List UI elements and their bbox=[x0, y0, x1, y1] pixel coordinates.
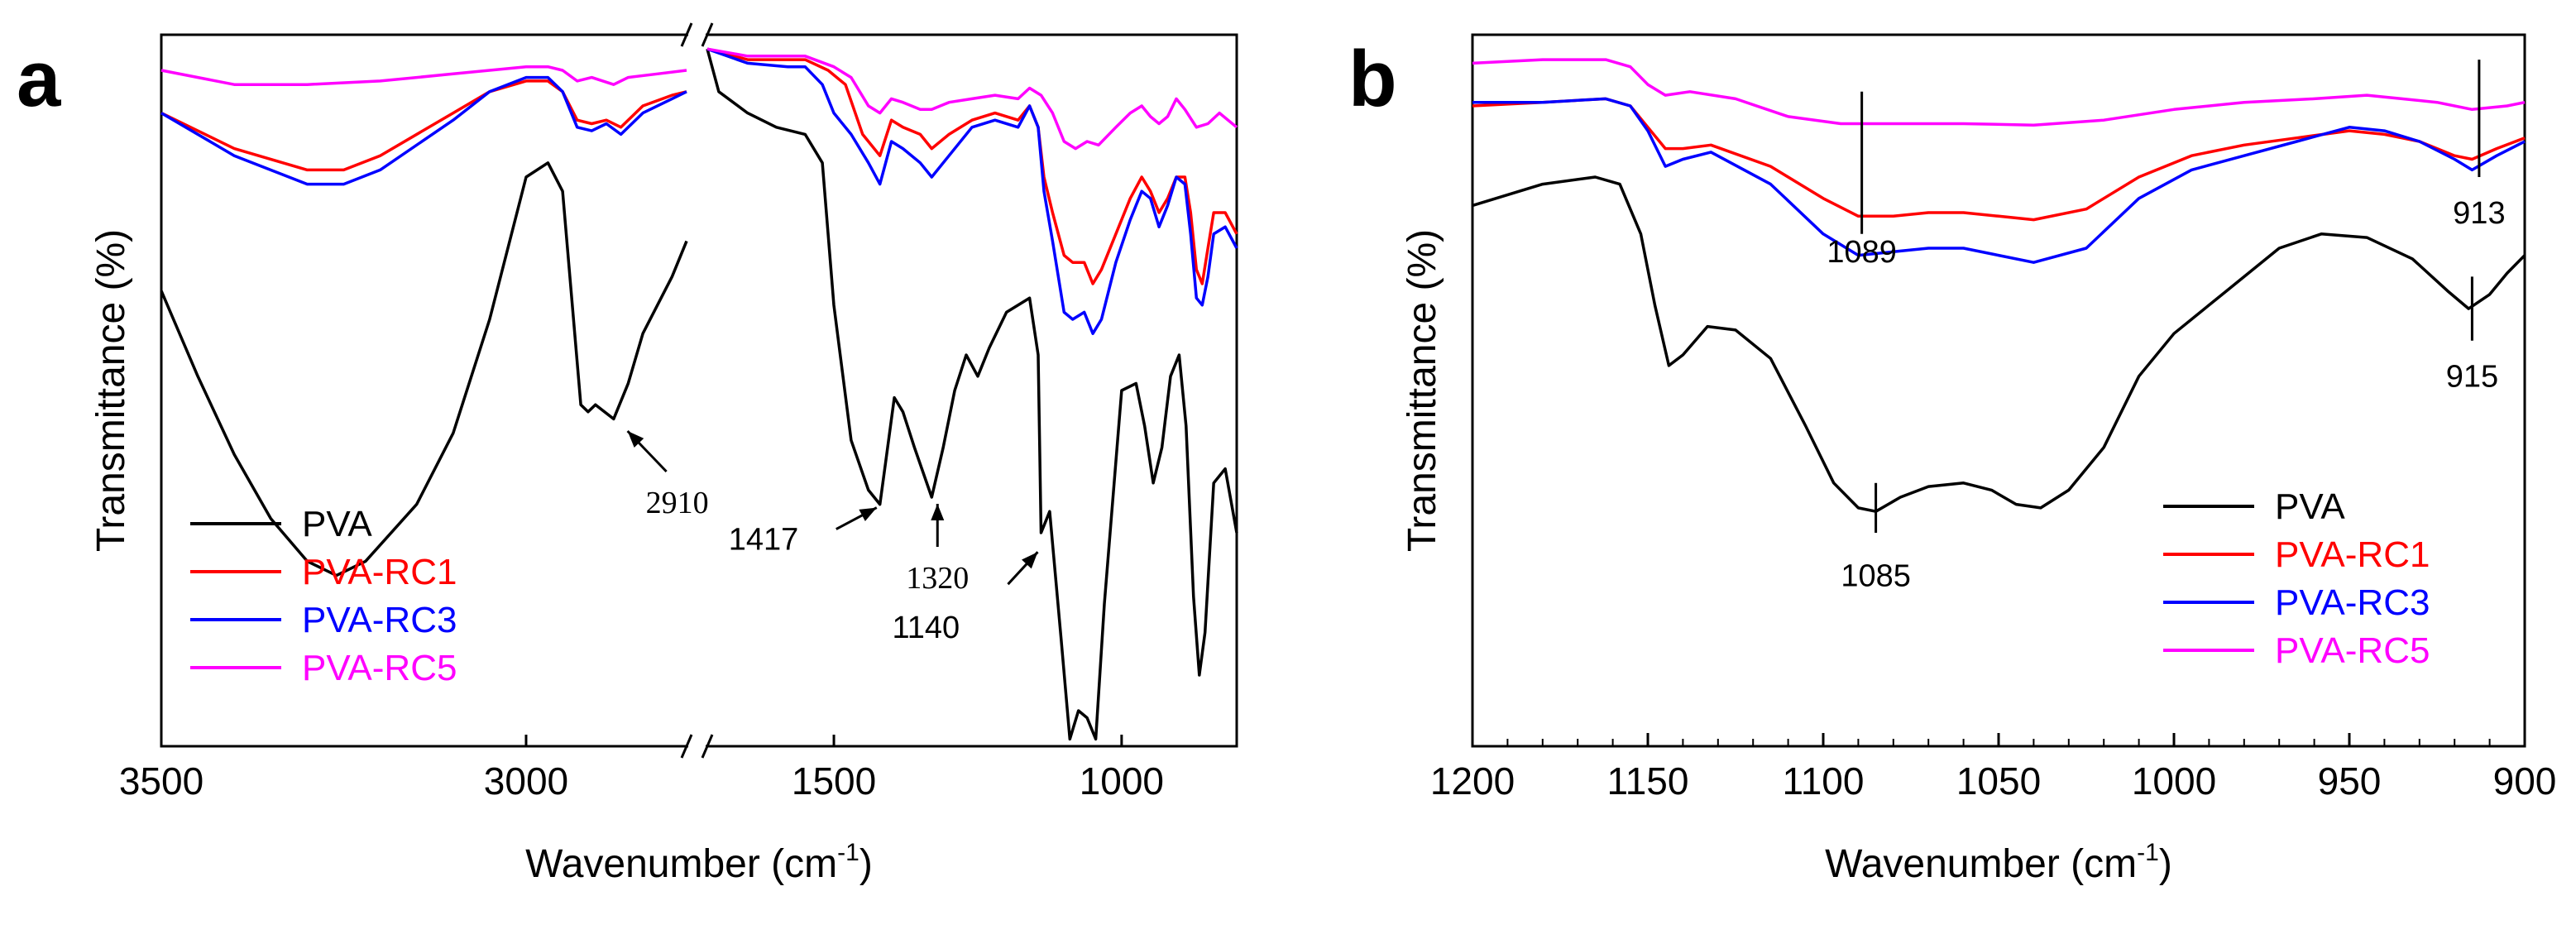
panel-a-annotation-1320: 1320 bbox=[906, 561, 969, 596]
panel-b-series-pva-line bbox=[1472, 175, 2526, 513]
panel-b-series-pva-rc1-line bbox=[1472, 97, 2526, 222]
panel-a-arrow-2910-head bbox=[627, 431, 644, 448]
panel-a-series-pva-rc3-line-left bbox=[160, 75, 687, 186]
panel-b-x-ticks: 1200 1150 1100 1050 1000 950 900 bbox=[1430, 733, 2557, 802]
panel-a-xtick-label-1500: 1500 bbox=[792, 759, 876, 802]
panel-b-annotation-915-label: 915 bbox=[2446, 360, 2498, 395]
panel-b-letter: b bbox=[1348, 35, 1397, 123]
panel-b-xtick-label-1200: 1200 bbox=[1430, 759, 1515, 802]
panel-a-xlabel: Wavenumber (cm-1) bbox=[525, 839, 873, 886]
panel-b-xtick-label-900: 900 bbox=[2493, 759, 2557, 802]
panel-a-series-pva-rc5-line-right bbox=[706, 47, 1238, 151]
panel-a-arrow-1140-head bbox=[1022, 552, 1038, 569]
panel-a-x-ticks: 3500 3000 1500 1000 bbox=[119, 735, 1164, 802]
panel-a-break-slash-bottom-2 bbox=[701, 734, 714, 759]
panel-a-series-pva-line-right bbox=[706, 48, 1238, 741]
panel-b-xlabel-main: Wavenumber (cm bbox=[1825, 842, 2137, 886]
panel-a-xtick-label-1000: 1000 bbox=[1080, 759, 1164, 802]
panel-a-letter: a bbox=[17, 35, 61, 123]
panel-a-series-pva-rc3-line-right bbox=[706, 47, 1238, 335]
panel-b-ylabel: Transmittance (%) bbox=[1401, 229, 1444, 552]
panel-b-xtick-label-1000: 1000 bbox=[2132, 759, 2216, 802]
panel-b-xlabel: Wavenumber (cm-1) bbox=[1825, 839, 2172, 886]
panel-b-legend-label-pva-rc5: PVA-RC5 bbox=[2275, 630, 2430, 671]
panel-a-break-gap-bottom bbox=[688, 741, 706, 751]
panel-a-break-slash-bottom-1 bbox=[680, 734, 693, 759]
panel-a-xtick-label-3500: 3500 bbox=[119, 759, 203, 802]
panel-a-legend-label-pva: PVA bbox=[302, 504, 372, 544]
panel-a-break-gap-top bbox=[688, 30, 706, 40]
panel-b-xtick-label-950: 950 bbox=[2318, 759, 2382, 802]
panel-a-xlabel-sup: -1 bbox=[837, 839, 859, 866]
panel-b-legend: PVA PVA-RC1 PVA-RC3 PVA-RC5 bbox=[2163, 486, 2430, 671]
panel-a-arrow-1417-head bbox=[859, 507, 877, 522]
panel-b-annotations: 1089 913 1085 915 bbox=[1827, 60, 2506, 594]
panel-a-legend-label-pva-rc5: PVA-RC5 bbox=[302, 648, 457, 688]
panel-a-series-pva-rc1-line-left bbox=[160, 79, 687, 172]
panel-b-legend-label-pva-rc1: PVA-RC1 bbox=[2275, 534, 2430, 575]
panel-b-xtick-label-1050: 1050 bbox=[1956, 759, 2041, 802]
panel-a-series-layer bbox=[160, 47, 1238, 741]
panel-b-xtick-label-1150: 1150 bbox=[1607, 759, 1689, 802]
panel-a-break-slash-top-2 bbox=[701, 22, 714, 47]
panel-a-arrow-1320-head bbox=[931, 504, 945, 520]
panel-a-legend-label-pva-rc3: PVA-RC3 bbox=[302, 600, 457, 640]
panel-a-annotations: 2910 1417 1320 1140 bbox=[626, 429, 1039, 645]
panel-a-legend-label-pva-rc1: PVA-RC1 bbox=[302, 552, 457, 592]
panel-a-ylabel: Transmittance (%) bbox=[89, 229, 133, 552]
panel-b-series-pva-rc5-line bbox=[1472, 58, 2526, 127]
panel-a-xlabel-main: Wavenumber (cm bbox=[525, 842, 837, 886]
panel-b-annotation-1085-label: 1085 bbox=[1841, 559, 1911, 594]
panel-a-annotation-1417: 1417 bbox=[729, 523, 799, 558]
panel-a-xlabel-tail: ) bbox=[859, 842, 873, 886]
panel-b-legend-label-pva: PVA bbox=[2275, 486, 2345, 527]
panel-b: b 1200 1150 1100 1050 1000 950 900 1089 913 1085… bbox=[1348, 33, 2557, 886]
panel-a-series-pva-line-left bbox=[160, 161, 688, 577]
panel-a-annotation-1140: 1140 bbox=[892, 611, 960, 645]
panel-b-xlabel-sup: -1 bbox=[2137, 839, 2159, 866]
panel-a-annotation-2910: 2910 bbox=[646, 486, 709, 520]
panel-b-series-layer bbox=[1472, 58, 2526, 513]
panel-a-series-pva-rc5-line-left bbox=[160, 65, 687, 86]
panel-a-axis-break bbox=[680, 22, 714, 759]
panel-b-xtick-label-1100: 1100 bbox=[1783, 759, 1865, 802]
panel-a-legend: PVA PVA-RC1 PVA-RC3 PVA-RC5 bbox=[190, 504, 457, 688]
panel-b-annotation-913-label: 913 bbox=[2453, 196, 2505, 231]
panel-a-series-pva-rc1-line-right bbox=[706, 47, 1238, 285]
panel-b-legend-label-pva-rc3: PVA-RC3 bbox=[2275, 582, 2430, 623]
panel-b-series-pva-rc3-line bbox=[1472, 97, 2526, 264]
panel-a-xtick-label-3000: 3000 bbox=[484, 759, 568, 802]
panel-b-xlabel-tail: ) bbox=[2159, 842, 2172, 886]
panel-b-annotation-1089-label: 1089 bbox=[1827, 235, 1897, 270]
panel-a-break-slash-top-1 bbox=[680, 22, 693, 47]
